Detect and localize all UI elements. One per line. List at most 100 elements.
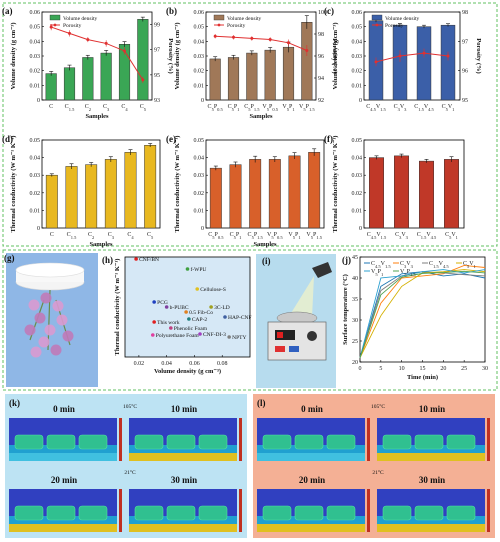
flower-bloom (34, 312, 46, 324)
x-tick-label: C5P1 (228, 104, 240, 112)
x-tick-label: C2 (85, 104, 91, 112)
plot-area (205, 139, 325, 229)
x-axis-label: Samples (249, 113, 273, 120)
legend-label-porosity: Porosity (227, 23, 246, 29)
y-tick-label: 0.04 (352, 39, 363, 45)
stage-edge (377, 453, 485, 461)
scale-min-label: 21°C (372, 469, 384, 476)
y-tick-label: 0.05 (352, 25, 363, 31)
point-1 (185, 267, 190, 271)
x-tick-label: 0.08 (217, 361, 228, 367)
y-tick-label: 0.03 (30, 54, 41, 60)
panel-label: (i) (262, 256, 271, 266)
y-tick-label: 0.02 (352, 69, 363, 75)
point-label-12: CNF-DI-3 (203, 332, 226, 338)
y-tick-label: 0.03 (352, 173, 363, 179)
porosity-line (51, 26, 144, 81)
y-tick-label: 0.01 (30, 83, 41, 89)
y2-tick-label: 93 (154, 98, 160, 104)
point-13 (227, 335, 231, 339)
panel-label: (a) (2, 6, 13, 16)
y-tick-label: 0 (201, 98, 204, 104)
point-2 (195, 287, 200, 291)
top-frame (2, 2, 498, 247)
y-tick-label: 0.01 (352, 83, 363, 89)
x-tick-label: 0 (359, 366, 362, 372)
point-4 (164, 305, 169, 309)
bar-5 (137, 19, 149, 101)
point-label-11: Polyurethane Foam (156, 333, 200, 339)
point-5 (184, 310, 188, 314)
series-line-1 (359, 264, 486, 358)
panel-label: (d) (2, 134, 13, 144)
y2-tick-label: 97 (462, 39, 468, 45)
flower-bloom (38, 336, 50, 348)
panel-l: (l) 0 min 10 min 20 min 30 min 105°C 21°C (253, 394, 495, 538)
scale-min-label: 21°C (124, 469, 136, 476)
bar-2 (419, 160, 434, 229)
y-axis-label: Volume density (g cm⁻³) (10, 22, 17, 89)
time-label-1: 10 min (419, 404, 445, 414)
bar-4 (124, 152, 137, 229)
legend-swatch-bar (371, 14, 383, 21)
y2-tick-label: 95 (462, 98, 468, 104)
porosity-line (375, 52, 449, 63)
panel-d: (d) 0 0.01 0.02 0.03 0.04 0.05 Thermal conducti… (2, 134, 161, 248)
flower-bloom (50, 344, 62, 356)
panel-e: (e) 0 0.01 0.02 0.03 0.04 0.05 Thermal conducti… (166, 134, 325, 248)
x-tick-label: V5P1 (282, 104, 294, 112)
series-line-4 (359, 269, 486, 358)
point-label-13: NPTY (232, 335, 246, 341)
x-tick-label: C3 (108, 232, 115, 240)
bar-1 (392, 24, 408, 101)
point-label-9: This work (157, 320, 180, 326)
panel-c: (c) 0 0.01 0.02 0.03 0.04 0.05 0.06 Volume densi… (324, 6, 482, 112)
y-tick-label: 0.04 (30, 39, 41, 45)
color-scale (367, 489, 370, 532)
y-tick-label: 0.01 (30, 208, 41, 214)
point-label-10: Phenolic Foam (174, 326, 208, 332)
porosity-point-1 (68, 31, 71, 35)
bar-1 (229, 164, 242, 229)
y-tick-label: 0.02 (30, 69, 41, 75)
sample-block-2 (326, 434, 356, 450)
y2-tick-label: 97 (154, 48, 160, 54)
bar-5 (144, 145, 157, 229)
time-label-0: 0 min (53, 404, 75, 414)
sample-block-1 (414, 505, 444, 521)
panel-j: (j) 0 5 10 15 20 25 30 20 25 30 35 40 45 Time (min) Sur… (342, 255, 488, 381)
panel-label: (c) (324, 6, 334, 16)
panel-f: (f) 0 0.01 0.02 0.03 0.04 0.05 Thermal conducti… (324, 134, 465, 240)
thermal-camera-icon (312, 262, 332, 278)
x-tick-label: C5P1.5 (244, 104, 260, 112)
flower-bloom (44, 324, 56, 336)
scale-max-label: 105°C (371, 403, 385, 410)
y-tick-label: 0.02 (194, 191, 205, 197)
bar-2 (416, 26, 432, 101)
y-tick-label: 0.03 (194, 173, 205, 179)
y2-tick-label: 92 (318, 98, 324, 104)
legend-label-volume-density: Volume density (227, 16, 262, 22)
x-tick-label: 0.04 (161, 361, 172, 367)
sample-block-1 (294, 434, 324, 450)
x-tick-label: C4 (127, 232, 134, 240)
panel-label: (k) (9, 398, 20, 408)
y-tick-label: 0.01 (194, 83, 205, 89)
panel-label: (f) (324, 134, 333, 144)
plot-area (41, 139, 161, 229)
thermal-image-1: 10 min (129, 404, 242, 461)
sample-block-0 (262, 434, 292, 450)
bar-2 (85, 164, 98, 229)
porosity-point-3 (104, 41, 108, 45)
y2-tick-label: 95 (154, 73, 160, 79)
legend-swatch-marker (53, 23, 57, 27)
time-label-0: 0 min (301, 404, 323, 414)
y-tick-label: 0.06 (194, 10, 205, 16)
flower-bloom (52, 300, 64, 312)
bar-1 (63, 67, 76, 101)
y-tick-label: 35 (352, 297, 358, 303)
panel-b: (b) 0 0.01 0.02 0.03 0.04 0.05 0.06 Volume densi… (166, 6, 338, 120)
point-label-8: HAP-CNF (228, 315, 252, 321)
